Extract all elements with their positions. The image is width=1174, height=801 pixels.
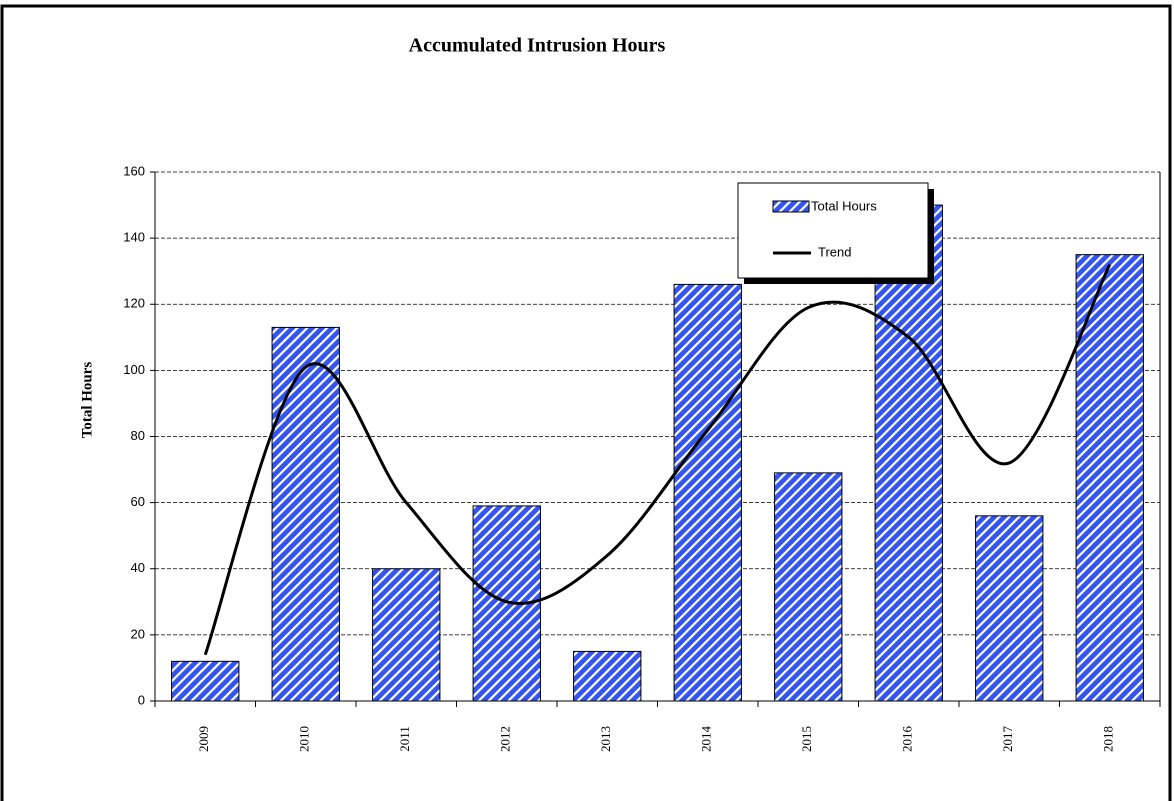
legend: Total Hours Trend: [737, 182, 934, 284]
axes: 0 20 40 60 80 100 120 140 160 2009 2010 2011 2012 201…: [123, 163, 1161, 753]
y-tick-label: 0: [138, 692, 145, 707]
x-tick-label: 2009: [196, 726, 211, 752]
legend-box: [737, 182, 929, 279]
trend-line: [203, 263, 1112, 656]
y-tick-label: 60: [131, 494, 145, 509]
bar: [271, 326, 340, 702]
x-tick-label: 2018: [1101, 726, 1116, 752]
x-tick-label: 2016: [900, 726, 915, 753]
bar: [975, 515, 1044, 702]
frame: [0, 4, 1172, 801]
y-tick-label: 80: [131, 428, 145, 443]
x-tick-label: 2010: [297, 726, 312, 752]
y-tick-label: 20: [131, 626, 145, 641]
legend-swatch: [772, 200, 810, 213]
x-tick-label: 2015: [799, 726, 814, 752]
x-tick-label: 2014: [699, 726, 714, 753]
bar: [673, 283, 742, 702]
y-tick-label: 100: [123, 362, 145, 377]
bar: [774, 472, 843, 702]
y-tick-label: 120: [123, 296, 145, 311]
chart-title: Accumulated Intrusion Hours: [409, 35, 666, 57]
x-tick-label: 2011: [397, 726, 412, 752]
y-axis-label: Total Hours: [79, 362, 95, 439]
y-tick-label: 160: [123, 163, 145, 178]
x-tick-label: 2013: [598, 726, 613, 752]
bar: [1075, 254, 1144, 702]
y-tick-label: 140: [123, 230, 145, 245]
bar: [171, 660, 240, 702]
bar: [573, 650, 642, 702]
x-tick-label: 2017: [1000, 726, 1015, 753]
x-tick-label: 2012: [498, 726, 513, 752]
y-tick-label: 40: [131, 560, 145, 575]
bar: [372, 568, 441, 702]
legend-label: Total Hours: [811, 198, 877, 213]
legend-label: Trend: [818, 244, 851, 259]
marks: [171, 204, 1144, 702]
